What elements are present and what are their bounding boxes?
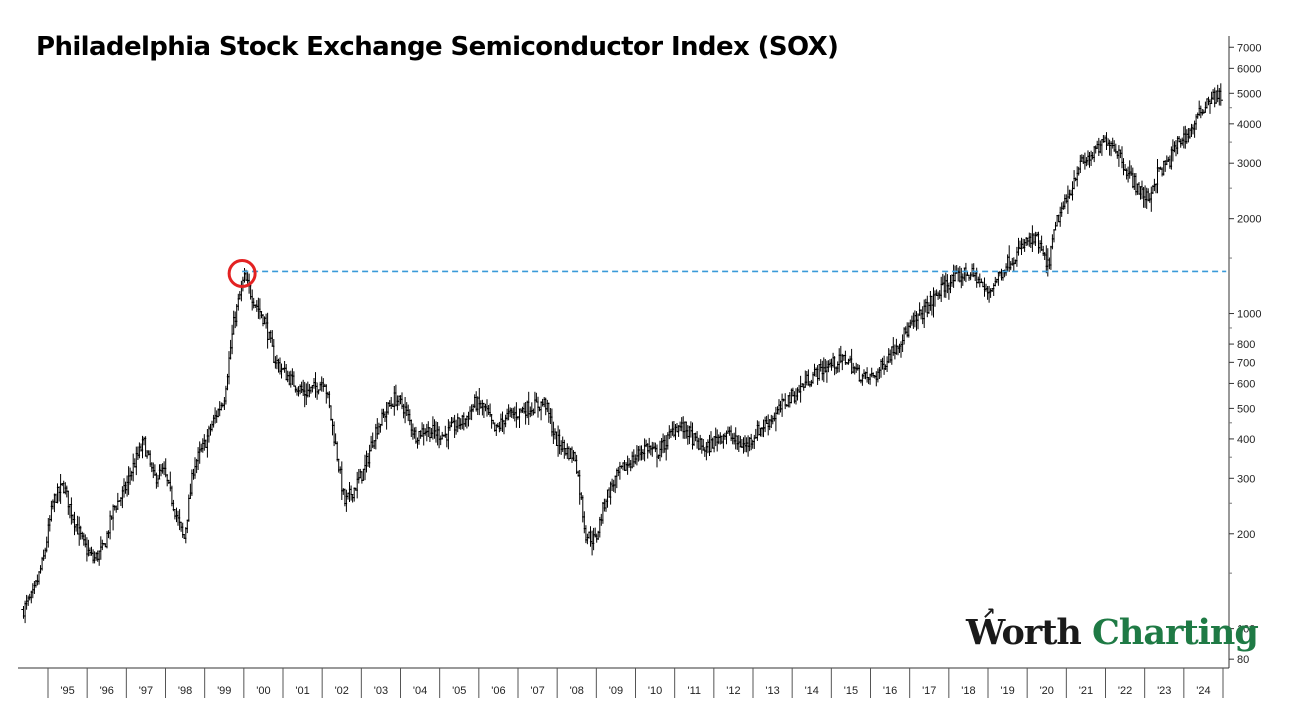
- y-tick-label: 500: [1237, 403, 1255, 415]
- x-tick-label: '97: [139, 685, 153, 697]
- y-tick-label: 80: [1237, 654, 1249, 666]
- x-tick-label: '99: [217, 685, 231, 697]
- y-tick-label: 2000: [1237, 214, 1261, 226]
- x-tick-label: '16: [883, 685, 897, 697]
- x-tick-label: '21: [1079, 685, 1093, 697]
- price-bar: [1218, 83, 1223, 106]
- x-tick-label: '06: [491, 685, 505, 697]
- x-tick-label: '12: [726, 685, 740, 697]
- y-tick-label: 5000: [1237, 88, 1261, 100]
- y-tick-label: 3000: [1237, 158, 1261, 170]
- x-tick-label: '22: [1118, 685, 1132, 697]
- x-tick-label: '07: [530, 685, 544, 697]
- y-tick-label: 700: [1237, 357, 1255, 369]
- x-tick-label: '95: [60, 685, 74, 697]
- y-tick-label: 600: [1237, 378, 1255, 390]
- price-bars-layer: [21, 83, 1223, 624]
- x-tick-label: '09: [609, 685, 623, 697]
- x-tick-label: '98: [178, 685, 192, 697]
- x-tick-label: '10: [648, 685, 662, 697]
- y-tick-label: 1000: [1237, 309, 1261, 321]
- x-tick-label: '18: [961, 685, 975, 697]
- chart-title: Philadelphia Stock Exchange Semiconducto…: [36, 32, 839, 62]
- x-tick-label: '19: [1000, 685, 1014, 697]
- y-tick-label: 4000: [1237, 119, 1261, 131]
- logo-arrow-icon: ↗: [982, 604, 995, 623]
- reference-line-layer: [227, 258, 1227, 288]
- x-tick-label: '13: [765, 685, 779, 697]
- x-tick-label: '04: [413, 685, 427, 697]
- x-tick-label: '24: [1196, 685, 1210, 697]
- x-tick-label: '20: [1040, 685, 1054, 697]
- y-tick-label: 400: [1237, 434, 1255, 446]
- y-tick-label: 200: [1237, 529, 1255, 541]
- y-tick-label: 100: [1237, 624, 1255, 636]
- x-tick-label: '96: [100, 685, 114, 697]
- x-tick-label: '23: [1157, 685, 1171, 697]
- x-tick-label: '15: [844, 685, 858, 697]
- y-tick-label: 7000: [1237, 42, 1261, 54]
- y-tick-label: 800: [1237, 339, 1255, 351]
- y-tick-label: 300: [1237, 473, 1255, 485]
- x-tick-label: '14: [805, 685, 819, 697]
- worth-charting-logo: ↗ Worth Charting: [966, 604, 1259, 653]
- x-tick-label: '08: [570, 685, 584, 697]
- x-tick-label: '17: [922, 685, 936, 697]
- x-tick-label: '03: [374, 685, 388, 697]
- x-tick-label: '00: [256, 685, 270, 697]
- logo-word-charting: Charting: [1092, 612, 1259, 653]
- price-bar: [335, 441, 340, 462]
- logo-word-worth: Worth: [966, 612, 1082, 653]
- axes-layer: 80 100 200 300 400 500 600 700 800 1000 2000 3000 40…: [18, 36, 1261, 698]
- x-tick-label: '02: [335, 685, 349, 697]
- y-tick-label: 6000: [1237, 63, 1261, 75]
- peak-highlight-circle: [227, 258, 257, 288]
- x-tick-label: '11: [687, 685, 701, 697]
- x-tick-label: '01: [295, 685, 309, 697]
- x-tick-label: '05: [452, 685, 466, 697]
